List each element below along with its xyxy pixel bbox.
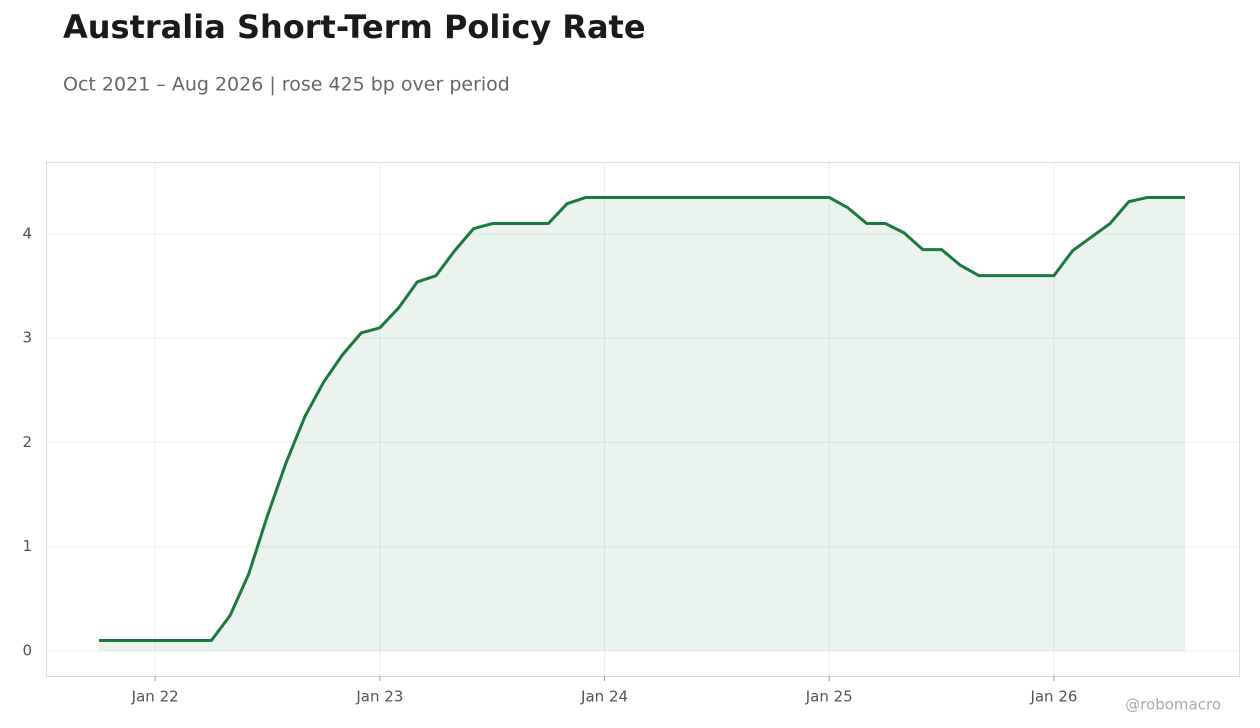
x-tick-label: Jan 26 [1029, 688, 1077, 706]
chart-subtitle: Oct 2021 – Aug 2026 | rose 425 bp over p… [63, 74, 510, 96]
x-tick-label: Jan 22 [131, 688, 179, 706]
plot-frame [46, 162, 1240, 677]
y-tick-label: 4 [22, 224, 32, 242]
x-tick-label: Jan 24 [580, 688, 628, 706]
chart-title: Australia Short-Term Policy Rate [63, 8, 646, 46]
line [99, 195, 1185, 643]
annotation: @robomacro [1125, 696, 1221, 714]
y-tick-label: 0 [22, 641, 32, 659]
x-tick-label: Jan 23 [355, 688, 403, 706]
y-tick-label: 2 [22, 433, 32, 451]
x-tick-label: Jan 25 [805, 688, 853, 706]
y-tick-label: 3 [22, 329, 32, 347]
y-tick-label: 1 [22, 537, 32, 555]
area [99, 197, 1185, 651]
